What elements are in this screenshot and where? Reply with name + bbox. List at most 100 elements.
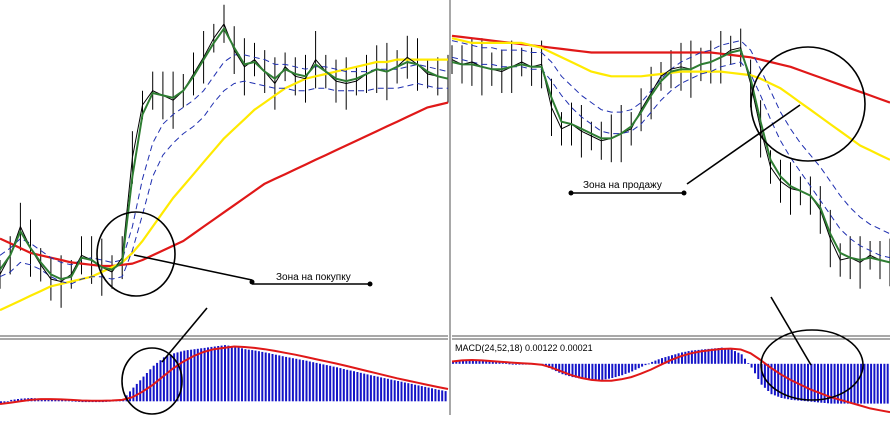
macd-histogram-bar <box>727 348 730 364</box>
macd-histogram-bar <box>220 345 223 402</box>
right-macd-title: MACD(24,52,18) 0.00122 0.00021 <box>455 343 593 353</box>
macd-histogram-bar <box>101 401 104 403</box>
macd-histogram-bar <box>369 375 372 402</box>
macd-histogram-bar <box>611 363 614 378</box>
macd-histogram-bar <box>95 401 97 403</box>
macd-histogram-bar <box>298 359 301 402</box>
macd-histogram-bar <box>98 401 101 403</box>
macd-histogram-bar <box>840 363 843 404</box>
macd-histogram-bar <box>817 363 819 403</box>
macd-histogram-bar <box>777 363 780 397</box>
macd-histogram-bar <box>179 351 182 402</box>
macd-histogram-bar <box>145 373 148 402</box>
macd-histogram-bar <box>308 361 311 402</box>
macd-histogram-bar <box>315 362 318 402</box>
macd-histogram-bar <box>591 363 594 380</box>
right-macd-circle <box>760 329 864 401</box>
buy-zone-underline-dot-end <box>367 281 373 287</box>
sma-red-line <box>0 101 449 268</box>
macd-histogram-bar <box>268 353 271 402</box>
macd-histogram-bar <box>571 363 574 378</box>
macd-histogram-bar <box>627 363 630 373</box>
macd-histogram-bar <box>866 363 869 404</box>
macd-histogram-bar <box>13 399 16 402</box>
macd-histogram-bar <box>846 363 849 404</box>
macd-histogram-bar <box>617 363 620 377</box>
macd-histogram-bar <box>763 363 766 388</box>
macd-histogram-bar <box>139 380 142 402</box>
macd-histogram-bar <box>81 401 84 403</box>
macd-histogram-bar <box>210 346 213 402</box>
macd-histogram-bar <box>281 356 284 402</box>
macd-histogram-bar <box>91 401 94 403</box>
macd-histogram-bar <box>237 347 240 402</box>
macd-histogram-bar <box>883 363 886 404</box>
macd-histogram-bar <box>359 372 362 402</box>
macd-histogram-bar <box>397 381 400 402</box>
buy-zone-circle <box>96 211 176 297</box>
macd-histogram-bar <box>810 363 813 402</box>
macd-histogram-bar <box>664 357 667 364</box>
macd-histogram-bar <box>637 363 640 369</box>
sell-zone-pointer-line <box>686 104 801 185</box>
macd-histogram-bar <box>132 387 135 402</box>
macd-histogram-bar <box>363 373 366 402</box>
macd-histogram-bar <box>684 351 687 364</box>
macd-histogram-bar <box>657 359 660 364</box>
macd-histogram-bar <box>407 383 410 402</box>
macd-histogram-bar <box>886 363 889 404</box>
macd-histogram-bar <box>700 349 703 364</box>
macd-histogram-bar <box>10 399 13 402</box>
macd-histogram-bar <box>750 363 753 368</box>
macd-histogram-bar <box>823 363 826 403</box>
macd-histogram-bar <box>690 350 693 364</box>
macd-histogram-bar <box>561 363 564 375</box>
macd-histogram-bar <box>57 399 60 402</box>
macd-histogram-bar <box>797 363 800 401</box>
macd-histogram-bar <box>227 345 230 402</box>
macd-histogram-bar <box>754 363 756 374</box>
chart-layer <box>0 4 890 414</box>
macd-histogram-bar <box>74 400 77 402</box>
macd-histogram-bar <box>757 363 760 379</box>
macd-histogram-bar <box>491 361 494 364</box>
macd-histogram-bar <box>830 363 833 404</box>
macd-histogram-bar <box>186 350 189 402</box>
macd-histogram-bar <box>302 360 305 402</box>
macd-histogram-bar <box>244 349 247 402</box>
ema-band-upper-line <box>0 54 449 266</box>
macd-histogram-bar <box>813 363 816 403</box>
macd-histogram-bar <box>568 363 571 377</box>
macd-histogram-bar <box>767 363 770 391</box>
macd-histogram-bar <box>410 383 413 402</box>
macd-histogram-bar <box>787 363 790 400</box>
macd-histogram-bar <box>339 368 342 402</box>
macd-histogram-bar <box>747 363 750 364</box>
macd-histogram-bar <box>373 375 376 402</box>
macd-histogram-bar <box>332 366 335 402</box>
macd-histogram-bar <box>213 346 216 402</box>
macd-histogram-bar <box>234 346 237 402</box>
macd-histogram-bar <box>67 400 70 402</box>
macd-histogram-bar <box>325 365 328 402</box>
macd-histogram-bar <box>876 363 879 404</box>
macd-histogram-bar <box>183 350 186 402</box>
sma-yellow-line <box>0 58 448 312</box>
macd-histogram-bar <box>342 369 345 402</box>
macd-histogram-bar <box>254 350 257 402</box>
macd-histogram-bar <box>631 363 634 372</box>
macd-histogram-bar <box>241 348 243 402</box>
macd-histogram-bar <box>84 401 87 403</box>
macd-histogram-bar <box>54 399 57 402</box>
macd-histogram-bar <box>166 356 169 402</box>
left-macd-circle <box>121 347 183 415</box>
macd-histogram-bar <box>707 348 710 364</box>
macd-histogram-bar <box>641 363 644 367</box>
macd-histogram-bar <box>417 385 420 402</box>
macd-histogram-bar <box>601 363 604 380</box>
macd-histogram-bar <box>717 348 720 364</box>
macd-histogram-bar <box>20 398 23 402</box>
macd-histogram-bar <box>190 349 193 402</box>
macd-histogram-bar <box>661 358 663 364</box>
macd-histogram-bar <box>495 362 498 364</box>
